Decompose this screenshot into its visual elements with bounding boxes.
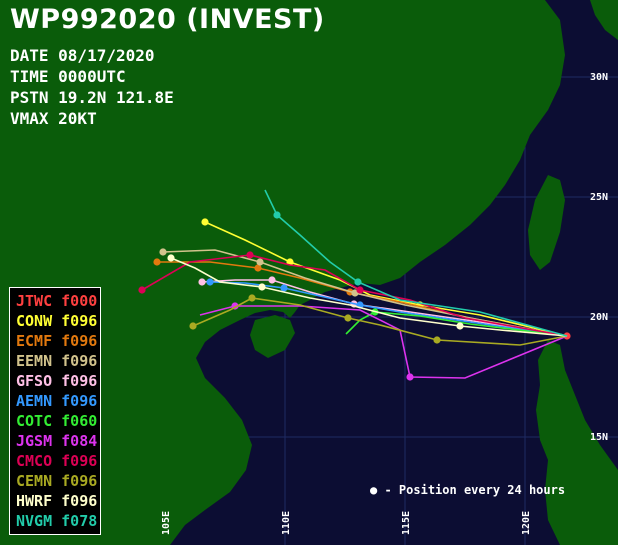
track-point-aemn (206, 278, 214, 286)
track-point-nvgm (273, 211, 281, 219)
hainan-island (250, 315, 295, 358)
legend-item-cotc: COTC f060 (16, 411, 100, 431)
track-point-hwrf (456, 322, 464, 330)
track-point-ecmf (254, 264, 262, 272)
legend-item-nvgm: NVGM f078 (16, 511, 100, 531)
axis-labels: 30N 25N 20N 15N 105E 110E 115E 120E (161, 72, 608, 535)
legend-item-eemn: EEMN f096 (16, 351, 100, 371)
position-label: PSTN 19.2N 121.8E (10, 88, 174, 107)
legend-item-ecmf: ECMF f096 (16, 331, 100, 351)
lon-label: 110E (281, 511, 292, 535)
legend-item-jgsm: JGSM f084 (16, 431, 100, 451)
track-point-hwrf (167, 254, 175, 262)
legend-item-cemn: CEMN f096 (16, 471, 100, 491)
track-point-cmco (356, 286, 364, 294)
track-point-jgsm (406, 373, 414, 381)
legend-item-label: CONW f096 (16, 312, 98, 330)
track-point-gfso (198, 278, 206, 286)
legend-item-conw: CONW f096 (16, 311, 100, 331)
time-label: TIME 0000UTC (10, 67, 126, 86)
legend-item-label: CMCO f096 (16, 452, 98, 470)
mainland-land (0, 0, 565, 545)
lon-label: 105E (161, 511, 172, 535)
lat-label: 25N (590, 192, 608, 203)
legend-item-label: ECMF f096 (16, 332, 98, 350)
track-point-hwrf (258, 283, 266, 291)
track-point-cemn (433, 336, 441, 344)
vmax-label: VMAX 20KT (10, 109, 97, 128)
model-legend: JTWC f000 CONW f096 ECMF f096 EEMN f096 GFSO… (9, 287, 101, 535)
taiwan-island (528, 175, 565, 270)
track-aemn (209, 281, 568, 337)
track-nvgm (264, 189, 568, 337)
track-point-conw (201, 218, 209, 226)
lon-label: 115E (401, 511, 412, 535)
luzon-island (536, 340, 618, 545)
track-point-cmco (246, 251, 254, 259)
lon-label: 120E (521, 511, 532, 535)
track-point-nvgm (354, 278, 362, 286)
legend-item-label: CEMN f096 (16, 472, 98, 490)
track-cmco (141, 254, 568, 337)
track-point-gfso (268, 276, 276, 284)
legend-item-label: EEMN f096 (16, 352, 98, 370)
track-cotc (345, 311, 568, 337)
legend-item-jtwc: JTWC f000 (16, 291, 100, 311)
legend-item-cmco: CMCO f096 (16, 451, 100, 471)
legend-item-label: GFSO f096 (16, 372, 98, 390)
legend-item-label: JTWC f000 (16, 292, 98, 310)
legend-item-gfso: GFSO f096 (16, 371, 100, 391)
dot-icon: ● (370, 483, 378, 497)
track-point-cemn (189, 322, 197, 330)
position-note: ● - Position every 24 hours (370, 483, 565, 497)
lat-label: 20N (590, 312, 608, 323)
date-label: DATE 08/17/2020 (10, 46, 155, 65)
track-jgsm (199, 305, 568, 379)
page-title: WP992020 (INVEST) (10, 4, 325, 35)
legend-item-aemn: AEMN f096 (16, 391, 100, 411)
lat-label: 30N (590, 72, 608, 83)
legend-item-label: COTC f060 (16, 412, 98, 430)
top-right-islands (590, 0, 618, 40)
legend-item-label: HWRF f096 (16, 492, 98, 510)
track-hwrf (170, 257, 568, 337)
legend-item-label: NVGM f078 (16, 512, 98, 530)
position-note-text: - Position every 24 hours (384, 483, 566, 497)
track-point-eemn (159, 248, 167, 256)
track-point-aemn (280, 284, 288, 292)
track-point-cemn (248, 294, 256, 302)
track-point-cemn (344, 314, 352, 322)
track-point-eemn (256, 258, 264, 266)
track-point-cmco (138, 286, 146, 294)
legend-item-hwrf: HWRF f096 (16, 491, 100, 511)
lat-label: 15N (590, 432, 608, 443)
model-tracks (138, 189, 571, 381)
legend-item-label: AEMN f096 (16, 392, 98, 410)
track-point-ecmf (153, 258, 161, 266)
legend-item-label: JGSM f084 (16, 432, 98, 450)
